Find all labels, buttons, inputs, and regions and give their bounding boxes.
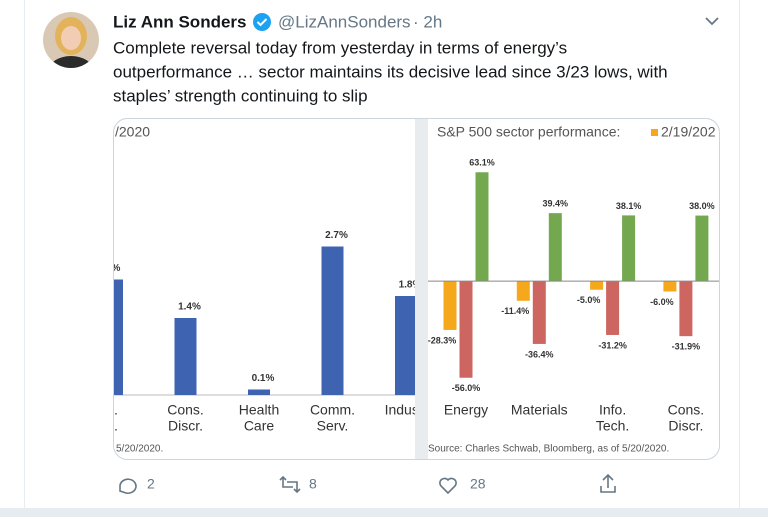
source-note: Source: Charles Schwab, Bloomberg, as of… <box>428 444 669 455</box>
x-tick-label: Discr. <box>168 418 203 434</box>
bar <box>695 215 709 282</box>
x-tick-label: o. <box>106 402 118 418</box>
value-label: 1.4% <box>178 302 201 313</box>
value-label: % <box>112 263 121 274</box>
x-tick-label: Serv. <box>317 418 349 434</box>
legend-label: 2/19/202 <box>661 124 716 140</box>
x-tick-label: Discr. <box>668 418 703 434</box>
media-card[interactable]: /2020%1.4%0.1%2.7%1.8%o.h.Cons.Discr.Hea… <box>101 118 720 460</box>
value-label: -36.4% <box>525 349 554 359</box>
chart-title: S&P 500 sector performance: <box>437 124 620 140</box>
value-label: -6.0% <box>650 297 674 307</box>
verified-badge <box>253 13 271 31</box>
x-tick-label: Materials <box>511 402 568 418</box>
bar <box>590 281 604 290</box>
legend-swatch <box>651 129 658 136</box>
retweet-button[interactable]: 8 <box>279 476 317 494</box>
reply-button[interactable]: 2 <box>119 476 155 495</box>
value-label: 1.8% <box>399 280 422 291</box>
bar <box>475 172 489 282</box>
value-label: 63.1% <box>469 158 495 168</box>
value-label: -5.0% <box>577 295 601 305</box>
avatar[interactable] <box>43 12 99 84</box>
bar <box>679 281 693 337</box>
x-tick-label: Cons. <box>167 402 204 418</box>
tweet-text: staples’ strength continuing to slip <box>113 86 368 105</box>
author-name[interactable]: Liz Ann Sonders <box>113 12 247 31</box>
like-button[interactable]: 28 <box>439 476 486 495</box>
chart-title: /2020 <box>115 124 150 140</box>
menu-caret[interactable] <box>705 17 719 26</box>
value-label: 38.0% <box>689 201 715 211</box>
source-note: 5/20/2020. <box>116 444 163 455</box>
value-label: -28.3% <box>428 335 457 345</box>
card-border <box>113 118 720 460</box>
value-label: -56.0% <box>452 383 481 393</box>
bar <box>548 213 562 282</box>
bar <box>516 281 530 301</box>
x-tick-label: Industr <box>385 402 428 418</box>
bar <box>622 215 636 282</box>
like-count: 28 <box>470 476 486 492</box>
tweet-text: Complete reversal today from yesterday i… <box>113 38 567 57</box>
retweet-count: 8 <box>309 476 317 492</box>
bar <box>174 318 197 395</box>
x-tick-label: Cons. <box>668 402 705 418</box>
tweet-time[interactable]: · 2h <box>413 12 442 31</box>
x-tick-label: Info. <box>599 402 626 418</box>
author-handle[interactable]: @LizAnnSonders <box>278 12 411 31</box>
x-tick-label: Energy <box>444 402 488 418</box>
value-label: -11.4% <box>501 306 529 316</box>
value-label: 2.7% <box>325 230 348 241</box>
x-tick-label: Care <box>244 418 275 434</box>
value-label: -31.9% <box>672 342 701 352</box>
value-label: 0.1% <box>252 373 275 384</box>
share-button[interactable] <box>600 473 616 493</box>
x-tick-label: Health <box>239 402 279 418</box>
bar <box>395 296 415 395</box>
bar <box>606 281 620 335</box>
x-tick-label: Tech. <box>596 418 629 434</box>
bar <box>663 281 677 292</box>
bar <box>443 281 457 330</box>
bar <box>532 281 546 344</box>
value-label: 38.1% <box>616 201 642 211</box>
reply-count: 2 <box>147 476 155 492</box>
divider <box>0 508 768 517</box>
value-label: -31.2% <box>598 340 627 350</box>
x-tick-label: h. <box>106 418 118 434</box>
value-label: 39.4% <box>543 199 569 209</box>
tweet-text: outperformance … sector maintains its de… <box>113 62 668 81</box>
bar <box>321 246 344 395</box>
bar <box>248 389 270 395</box>
x-tick-label: Comm. <box>310 402 355 418</box>
bar <box>459 281 473 378</box>
bar <box>113 279 123 395</box>
